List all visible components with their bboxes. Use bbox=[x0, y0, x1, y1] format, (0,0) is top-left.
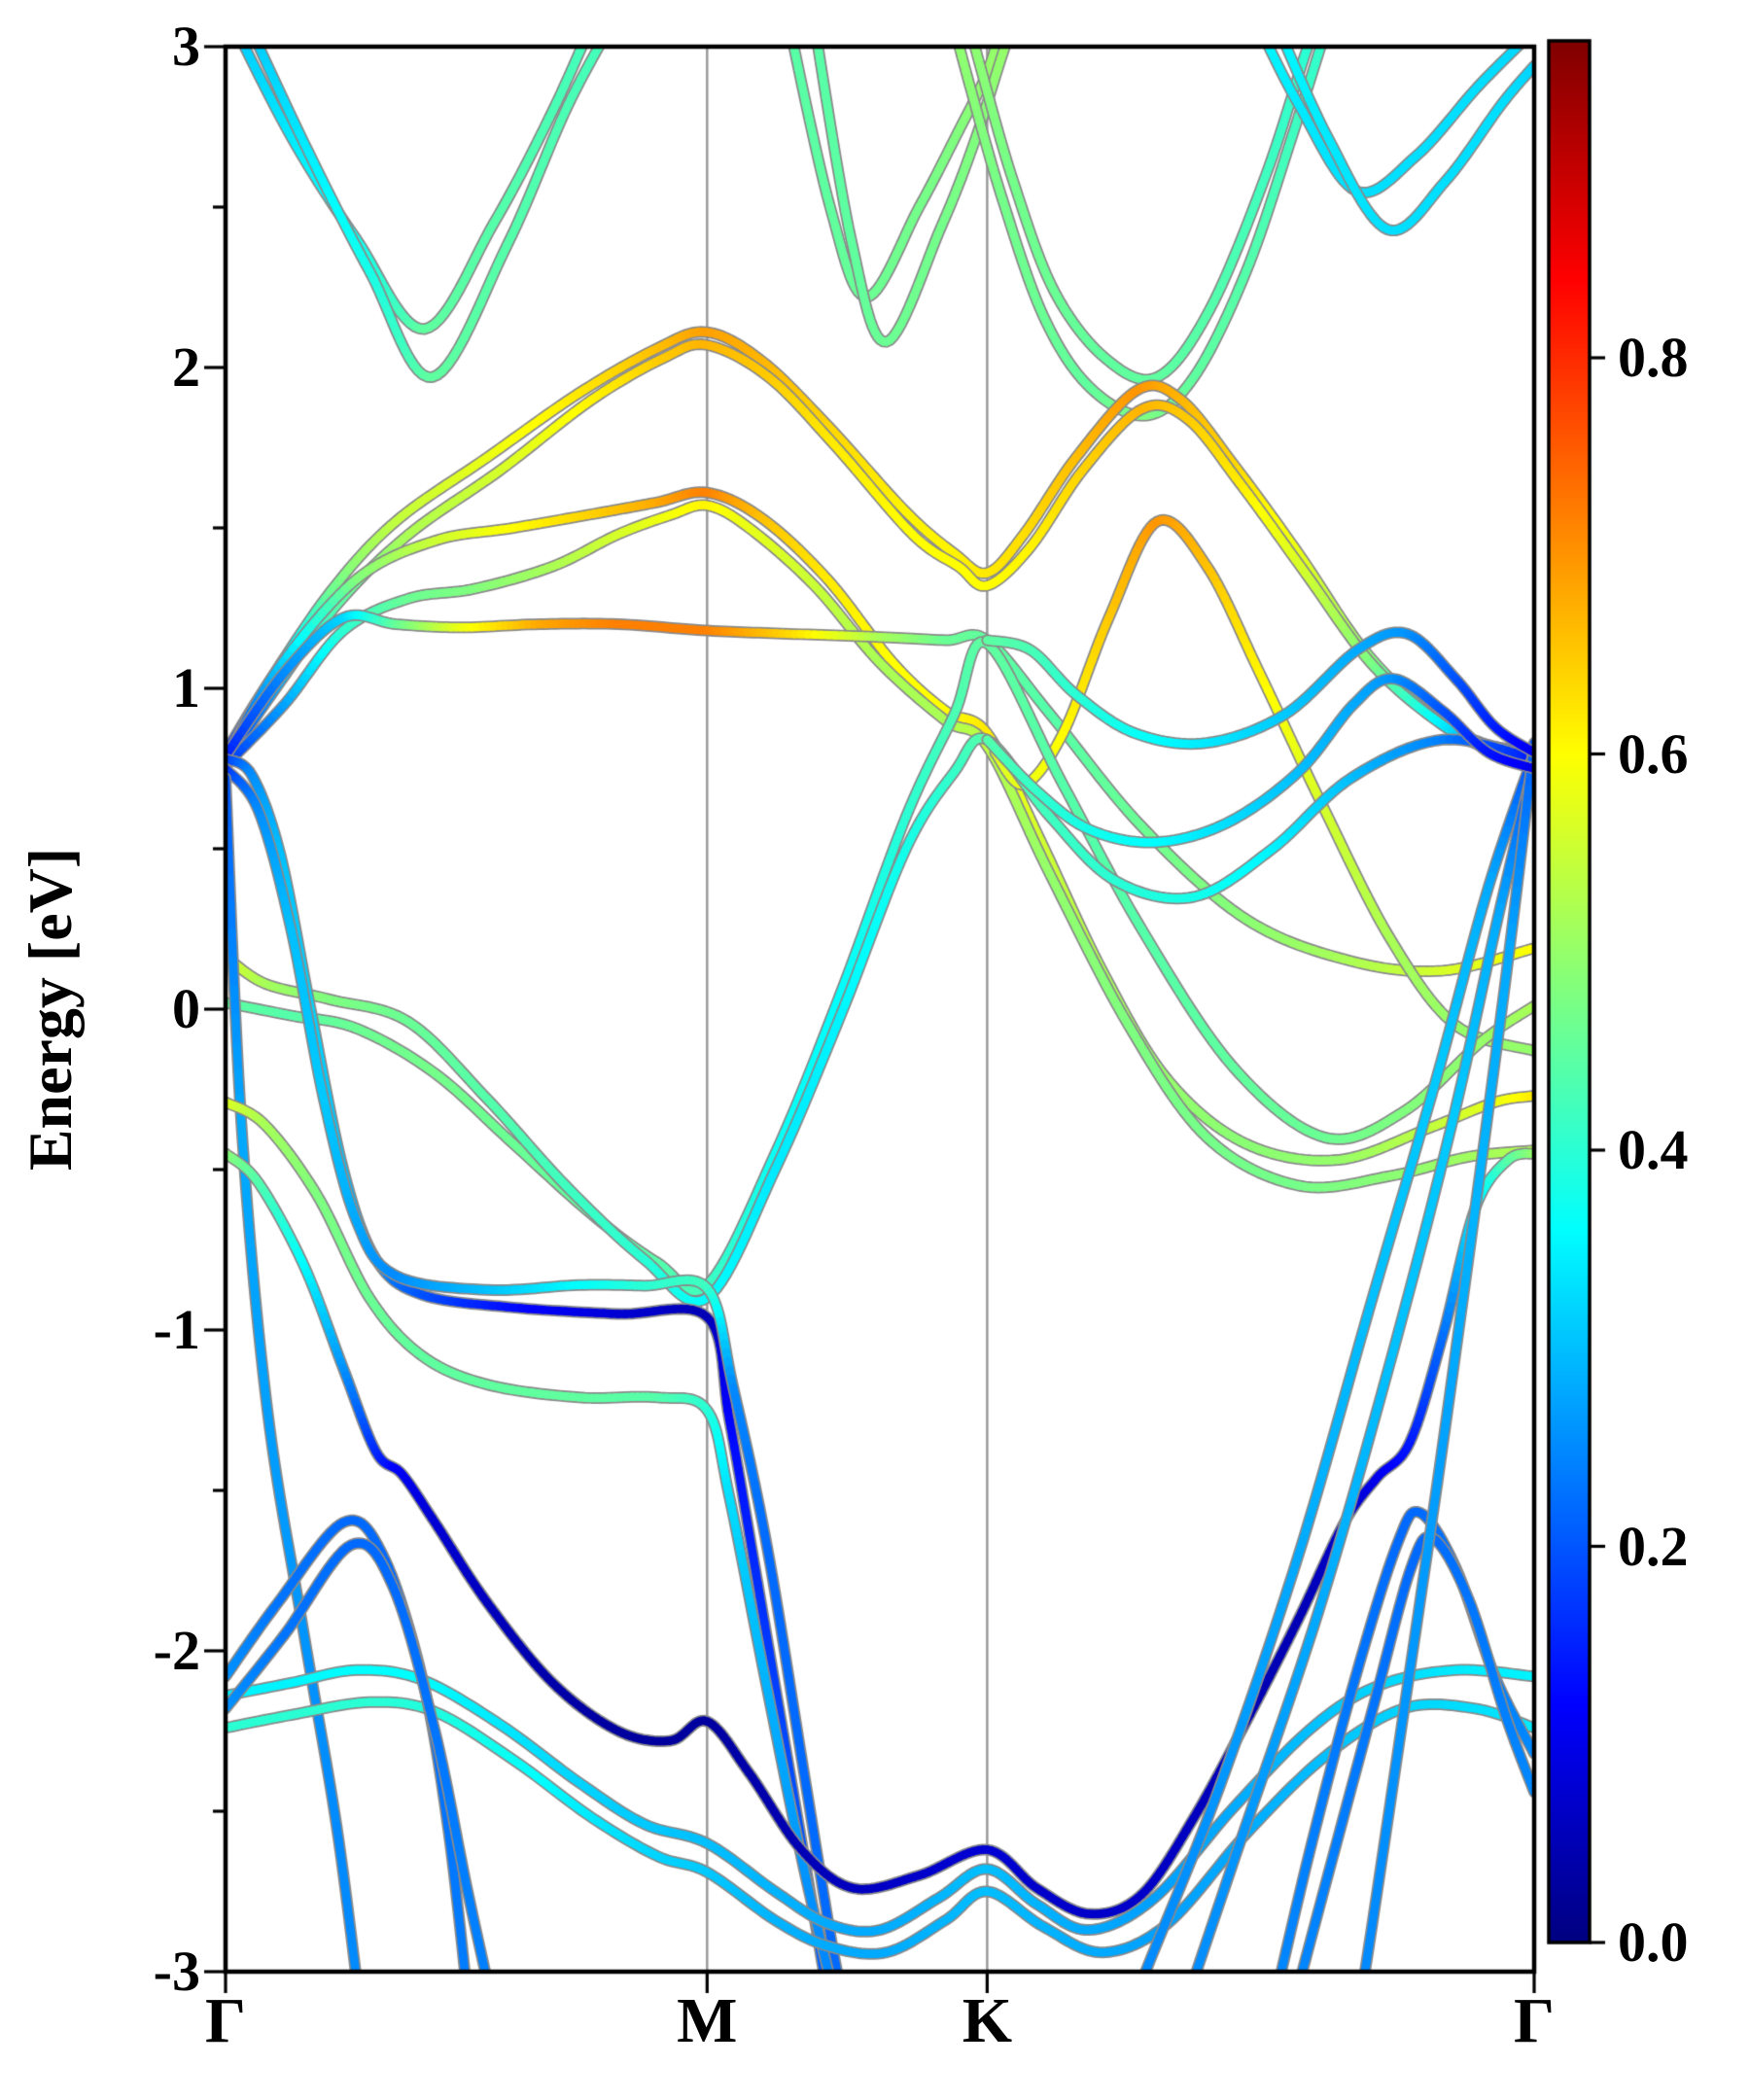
y-tick-label: 1 bbox=[172, 656, 200, 719]
colorbar-tick-label: 0.0 bbox=[1618, 1910, 1689, 1974]
y-tick-label: 2 bbox=[172, 335, 200, 399]
k-point-label: Γ bbox=[205, 1985, 246, 2056]
k-point-label: M bbox=[677, 1985, 738, 2056]
y-tick-label: 0 bbox=[172, 977, 200, 1040]
y-tick-label: 3 bbox=[172, 15, 200, 78]
k-point-label: K bbox=[962, 1985, 1013, 2056]
colorbar-tick-label: 0.2 bbox=[1618, 1514, 1689, 1578]
colorbar-tick-label: 0.4 bbox=[1618, 1118, 1689, 1181]
k-point-label: Γ bbox=[1514, 1985, 1555, 2056]
y-tick-label: -2 bbox=[153, 1619, 200, 1682]
colorbar-tick-label: 0.6 bbox=[1618, 721, 1689, 786]
colorbar-tick-label: 0.8 bbox=[1618, 326, 1689, 389]
y-tick-label: -3 bbox=[153, 1940, 200, 2003]
y-tick-label: -1 bbox=[153, 1298, 200, 1361]
